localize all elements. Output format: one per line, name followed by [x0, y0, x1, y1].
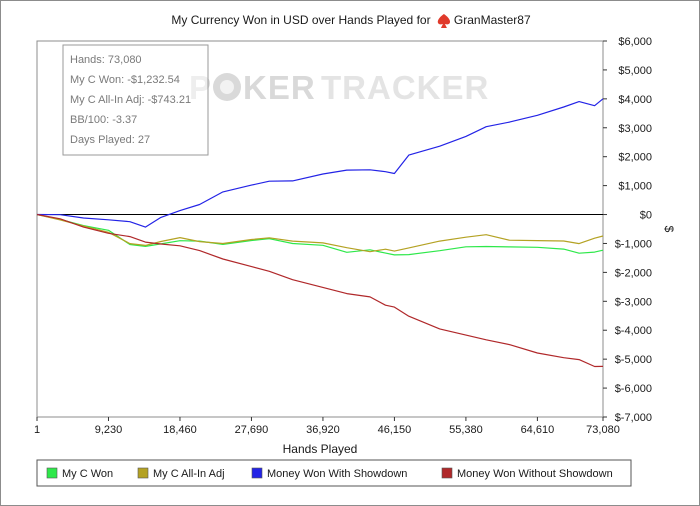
- spade-icon: [437, 14, 451, 28]
- legend: My C Won My C All-In Adj Money Won With Sh…: [46, 467, 613, 480]
- y-tick-label: $-4,000: [615, 325, 652, 337]
- legend-label: Money Won Without Showdown: [457, 468, 613, 480]
- x-tick-label: 55,380: [449, 424, 483, 436]
- stats-days: Days Played: 27: [70, 134, 150, 146]
- y-tick-label: $4,000: [618, 94, 652, 106]
- x-axis-title: Hands Played: [283, 442, 358, 456]
- series-line-2: [36, 213, 604, 253]
- spade-shape: [437, 14, 451, 28]
- series-line-1: [36, 213, 604, 256]
- x-tick-label: 46,150: [378, 424, 412, 436]
- y-axis-title: $: [662, 226, 676, 233]
- y-tick-label: $0: [640, 210, 652, 222]
- stats-box: Hands: 73,080 My C Won: -$1,232.54 My C …: [62, 44, 209, 156]
- legend-label: Money Won With Showdown: [267, 468, 407, 480]
- legend-label: My C All-In Adj: [153, 468, 225, 480]
- x-axis: 1 9,230 18,460 27,690 36,920 46,150 55,380 64,6…: [34, 417, 620, 436]
- stats-bb100: BB/100: -3.37: [70, 114, 137, 126]
- x-tick-label: 18,460: [163, 424, 197, 436]
- stats-hands: Hands: 73,080: [70, 54, 142, 66]
- y-tick-label: $6,000: [618, 36, 652, 48]
- legend-swatch: [137, 467, 149, 479]
- x-tick-label: 73,080: [586, 424, 620, 436]
- y-tick-label: $-5,000: [615, 354, 652, 366]
- stats-allin: My C All-In Adj: -$743.21: [70, 94, 191, 106]
- watermark-chip-center: [220, 80, 234, 94]
- legend-swatch: [441, 467, 453, 479]
- y-tick-label: $3,000: [618, 123, 652, 135]
- y-axis: $6,000 $5,000 $4,000 $3,000 $2,000 $1,000 $0 $-…: [603, 36, 652, 424]
- x-tick-label: 1: [34, 424, 40, 436]
- y-tick-label: $-3,000: [615, 296, 652, 308]
- series-line-3: [36, 98, 604, 228]
- legend-swatch: [46, 467, 58, 479]
- y-tick-label: $-7,000: [615, 412, 652, 424]
- y-tick-label: $5,000: [618, 65, 652, 77]
- stats-box-border: [62, 44, 209, 156]
- player-name: GranMaster87: [454, 13, 531, 27]
- watermark-word: KER: [243, 69, 316, 106]
- plot-area: [36, 40, 604, 418]
- series-line-4: [36, 213, 604, 368]
- legend-swatch: [251, 467, 263, 479]
- legend-box: [36, 459, 632, 487]
- y-tick-label: $2,000: [618, 152, 652, 164]
- y-tick-label: $1,000: [618, 181, 652, 193]
- watermark-word-light: TRACKER: [321, 69, 489, 106]
- chart-title: My Currency Won in USD over Hands Played…: [171, 13, 531, 27]
- legend-label: My C Won: [62, 468, 113, 480]
- chart-title-text: My Currency Won in USD over Hands Played…: [171, 13, 430, 27]
- watermark-logo: P KER TRACKER: [189, 69, 489, 106]
- y-tick-label: $-1,000: [615, 238, 652, 250]
- x-tick-label: 27,690: [235, 424, 269, 436]
- x-tick-label: 64,610: [521, 424, 555, 436]
- x-tick-label: 9,230: [95, 424, 123, 436]
- series-layer: [36, 98, 604, 368]
- x-tick-label: 36,920: [306, 424, 340, 436]
- y-tick-label: $-6,000: [615, 383, 652, 395]
- y-tick-label: $-2,000: [615, 267, 652, 279]
- stats-won: My C Won: -$1,232.54: [70, 74, 180, 86]
